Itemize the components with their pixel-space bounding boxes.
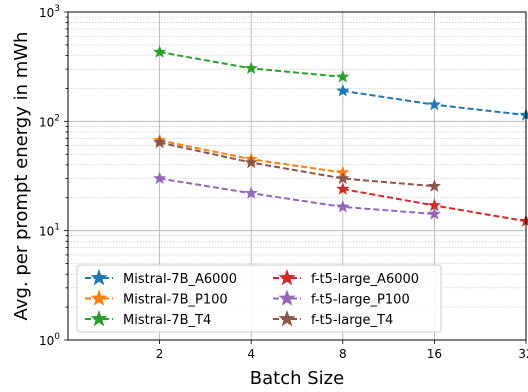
series-layer	[152, 45, 528, 227]
legend-item: Mistral-7B_P100	[85, 289, 228, 308]
series-line	[159, 141, 435, 188]
series-Mistral-7B_T4	[152, 45, 350, 83]
y-axis-label: Avg. per prompt energy in mWh	[11, 32, 32, 321]
legend-marker	[90, 310, 108, 327]
legend-item: f-t5-large_P100	[273, 289, 410, 308]
y-tick-label: 100	[39, 332, 60, 348]
legend-item: Mistral-7B_A6000	[85, 269, 237, 287]
plot-frame	[67, 11, 527, 341]
data-point	[336, 199, 350, 213]
legend-item: f-t5-large_A6000	[273, 269, 419, 287]
legend: Mistral-7B_A6000 Mistral-7B_P100 Mistral-7…	[76, 264, 442, 333]
series-f-t5-large_P100	[152, 171, 442, 220]
series-Mistral-7B_A6000	[336, 83, 528, 121]
data-point	[336, 69, 350, 83]
legend-label: Mistral-7B_P100	[123, 293, 228, 308]
legend-marker	[90, 289, 108, 306]
data-point	[336, 171, 350, 185]
data-point	[427, 207, 442, 220]
data-point	[336, 83, 350, 97]
x-tick-label: 2	[156, 347, 164, 361]
data-point	[244, 61, 258, 75]
minor-grid	[65, 16, 526, 308]
y-tick-label: 102	[39, 113, 60, 129]
data-point	[244, 155, 258, 169]
x-tick-label: 8	[339, 347, 347, 361]
x-tick-label: 4	[247, 347, 255, 361]
data-point	[519, 108, 528, 121]
x-tick-label: 16	[427, 347, 442, 361]
data-point	[427, 179, 442, 192]
series-f-t5-large_T4	[152, 135, 442, 192]
legend-label: Mistral-7B_A6000	[123, 272, 237, 287]
legend-marker	[90, 269, 108, 286]
legend-item: Mistral-7B_T4	[85, 310, 211, 328]
data-point	[427, 97, 442, 111]
series-line	[159, 177, 435, 216]
y-tick-label: 101	[39, 223, 60, 239]
legend-label: f-t5-large_A6000	[311, 272, 419, 287]
x-axis-label: Batch Size	[250, 368, 344, 389]
legend-label: Mistral-7B_T4	[123, 313, 211, 328]
legend-marker	[278, 289, 296, 306]
data-point	[152, 45, 167, 58]
data-point	[336, 182, 350, 195]
y-axis: 100 101 102 103	[39, 4, 68, 348]
legend-label: f-t5-large_T4	[311, 313, 393, 328]
data-point	[152, 135, 167, 149]
data-point	[427, 198, 442, 212]
legend-label: f-t5-large_P100	[311, 293, 410, 308]
data-point	[244, 186, 258, 199]
legend-box	[76, 264, 442, 333]
x-axis: 2 4 8 16 32	[156, 340, 528, 361]
legend-marker	[278, 310, 296, 327]
y-tick-label: 103	[39, 4, 60, 20]
data-point	[152, 171, 167, 185]
x-tick-label: 32	[518, 347, 528, 361]
legend-marker	[278, 269, 296, 286]
legend-item: f-t5-large_T4	[273, 310, 393, 328]
